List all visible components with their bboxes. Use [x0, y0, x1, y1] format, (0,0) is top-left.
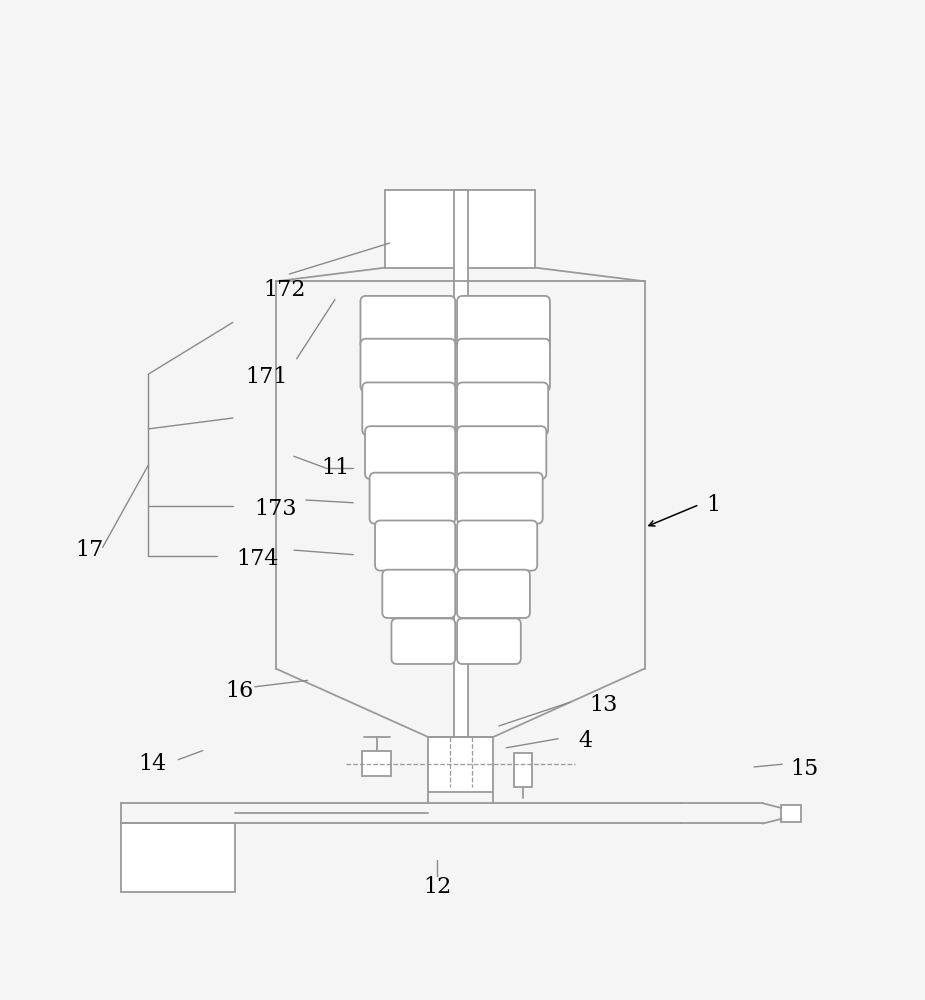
FancyBboxPatch shape: [370, 473, 455, 524]
FancyBboxPatch shape: [361, 296, 455, 349]
Text: 13: 13: [589, 694, 618, 716]
Text: 4: 4: [578, 730, 593, 752]
FancyBboxPatch shape: [457, 520, 537, 571]
FancyBboxPatch shape: [457, 382, 549, 435]
Bar: [454, 190, 467, 778]
Bar: [428, 737, 493, 792]
FancyBboxPatch shape: [391, 618, 455, 664]
Text: 16: 16: [225, 680, 253, 702]
FancyBboxPatch shape: [361, 339, 455, 392]
Text: 1: 1: [706, 494, 721, 516]
FancyBboxPatch shape: [457, 473, 543, 524]
Bar: [385, 190, 536, 268]
FancyBboxPatch shape: [457, 570, 530, 618]
Bar: [513, 753, 532, 787]
Text: 15: 15: [790, 758, 819, 780]
Text: 171: 171: [245, 366, 288, 388]
FancyBboxPatch shape: [382, 570, 455, 618]
Text: 14: 14: [139, 753, 166, 775]
Bar: [782, 805, 801, 822]
FancyBboxPatch shape: [457, 339, 550, 392]
FancyBboxPatch shape: [365, 426, 455, 479]
FancyBboxPatch shape: [457, 426, 547, 479]
FancyBboxPatch shape: [363, 382, 455, 435]
Text: 172: 172: [264, 279, 306, 301]
Text: 12: 12: [423, 876, 451, 898]
Text: 173: 173: [254, 498, 297, 520]
FancyBboxPatch shape: [457, 296, 550, 349]
Text: 11: 11: [321, 457, 349, 479]
Bar: [363, 751, 391, 776]
FancyBboxPatch shape: [375, 520, 455, 571]
Bar: [121, 823, 235, 892]
Text: 174: 174: [236, 548, 278, 570]
Text: 17: 17: [75, 539, 103, 561]
FancyBboxPatch shape: [457, 618, 521, 664]
